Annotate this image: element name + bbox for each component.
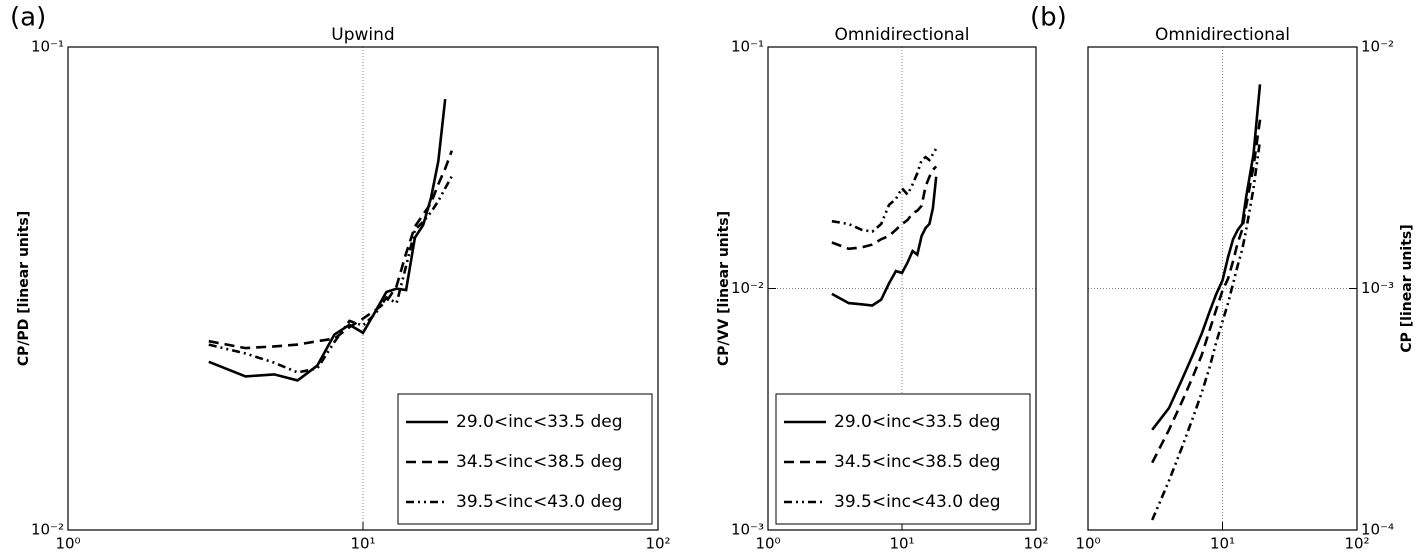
series-line: [1151, 119, 1262, 464]
legend-label: 34.5<inc<38.5 deg: [834, 452, 1000, 472]
legend-label: 29.0<inc<33.5 deg: [456, 412, 622, 432]
y-tick-label: 10⁻²: [1361, 38, 1394, 56]
series-line: [208, 175, 453, 374]
panel-label: (a): [10, 3, 46, 33]
y-tick-label: 10⁻²: [31, 521, 64, 539]
y-axis-label: CP/VV [linear units]: [716, 211, 732, 366]
y-tick-label: 10⁻²: [731, 279, 764, 297]
x-tick-label: 10⁰: [55, 535, 80, 553]
y-tick-label: 10⁻⁴: [1361, 521, 1394, 539]
y-tick-label: 10⁻³: [731, 521, 764, 539]
y-tick-label: 10⁻³: [1361, 279, 1394, 297]
legend-box: [397, 393, 653, 525]
series-line: [1151, 140, 1262, 521]
x-tick-label: 10¹: [1210, 535, 1235, 553]
y-axis-label: CP/PD [linear units]: [16, 211, 32, 366]
y-tick-label: 10⁻¹: [731, 38, 764, 56]
panel-label: (b): [1030, 3, 1067, 33]
x-tick-label: 10²: [1344, 535, 1369, 553]
plot-frame: [767, 46, 1037, 531]
chart-title: Omnidirectional: [1155, 25, 1290, 45]
legend-box: [775, 393, 1031, 525]
y-tick-label: 10⁻¹: [31, 38, 64, 56]
x-tick-label: 10¹: [350, 535, 375, 553]
series-line: [831, 176, 938, 307]
legend-label: 39.5<inc<43.0 deg: [456, 492, 622, 512]
x-tick-label: 10²: [645, 535, 670, 553]
plot-frame: [1087, 46, 1358, 531]
x-tick-label: 10¹: [889, 535, 914, 553]
chart-title: Omnidirectional: [834, 25, 969, 45]
y-axis-label: CP [linear units]: [1399, 224, 1415, 352]
x-tick-label: 10²: [1023, 535, 1048, 553]
chart-title: Upwind: [331, 25, 394, 45]
plot-frame: [67, 46, 659, 531]
series-line: [1151, 84, 1262, 431]
series-line: [831, 147, 938, 233]
series-line: [208, 98, 447, 382]
legend-label: 39.5<inc<43.0 deg: [834, 492, 1000, 512]
legend-label: 34.5<inc<38.5 deg: [456, 452, 622, 472]
x-tick-label: 10⁰: [1075, 535, 1100, 553]
legend-label: 29.0<inc<33.5 deg: [834, 412, 1000, 432]
x-tick-label: 10⁰: [755, 535, 780, 553]
series-line: [208, 150, 454, 350]
series-line: [831, 165, 938, 251]
